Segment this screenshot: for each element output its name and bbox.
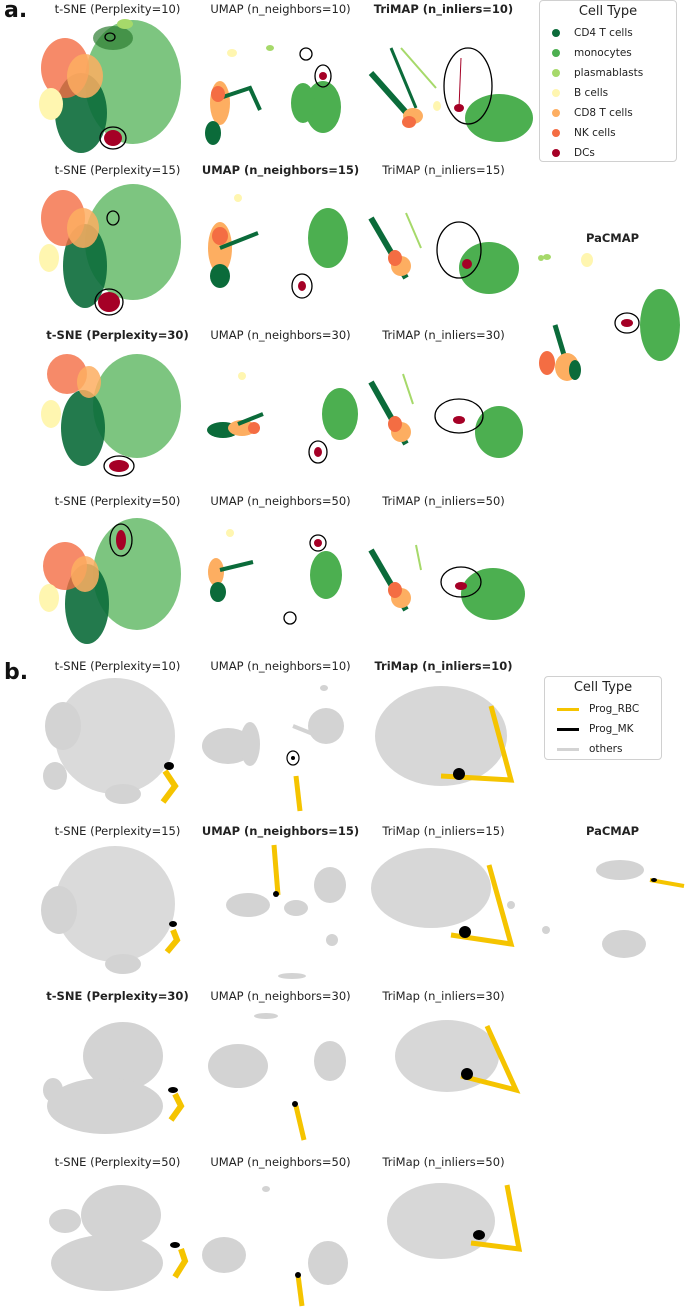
plot-title: TriMAP (n_inliers=50) xyxy=(382,494,505,508)
legend-label: B cells xyxy=(574,87,609,99)
legend-item: CD8 T cells xyxy=(540,103,676,123)
umap-embedding xyxy=(202,1186,348,1307)
umap-embedding xyxy=(202,685,344,812)
plot-title: PaCMAP xyxy=(585,231,640,245)
legend-item: plasmablasts xyxy=(540,63,676,83)
legend-title: Cell Type xyxy=(578,4,638,19)
marker-swatch xyxy=(552,69,560,77)
legend-label: CD4 T cells xyxy=(574,27,633,39)
plot-title: PaCMAP xyxy=(585,824,640,838)
plot-title: UMAP (n_neighbors=10) xyxy=(210,659,351,673)
plot-title: t-SNE (Perplexity=15) xyxy=(54,163,181,177)
plot-title: t-SNE (Perplexity=15) xyxy=(54,824,181,838)
legend-item: DCs xyxy=(540,143,676,163)
legend-item: CD4 T cells xyxy=(540,23,676,43)
marker-swatch xyxy=(552,109,560,117)
trimap-embedding xyxy=(368,212,544,294)
tsne-embedding xyxy=(43,1022,185,1134)
legend-item: Prog_MK xyxy=(545,719,661,739)
plot-title: UMAP (n_neighbors=50) xyxy=(210,1155,351,1169)
legend-label: monocytes xyxy=(574,47,632,59)
plot-title: UMAP (n_neighbors=15) xyxy=(201,824,360,838)
legend-label: Prog_RBC xyxy=(589,703,640,715)
trimap-embedding xyxy=(368,373,523,458)
panel-b-label: b. xyxy=(4,660,29,685)
plot-title: TriMap (n_inliers=10) xyxy=(374,659,513,673)
trimap-embedding xyxy=(371,848,550,948)
trimap-embedding xyxy=(387,1183,523,1259)
pacmap-embedding xyxy=(596,860,685,958)
tsne-embedding xyxy=(43,678,179,804)
plot-title: t-SNE (Perplexity=10) xyxy=(54,2,181,16)
marker-swatch xyxy=(557,747,579,751)
plot-title: TriMAP (n_inliers=15) xyxy=(382,163,505,177)
tsne-embedding xyxy=(41,846,181,974)
tsne-embedding xyxy=(49,1185,189,1291)
legend-item: B cells xyxy=(540,83,676,103)
umap-embedding xyxy=(208,529,342,625)
plot-title: t-SNE (Perplexity=10) xyxy=(54,659,181,673)
trimap-embedding xyxy=(375,686,515,786)
plot-title: UMAP (n_neighbors=15) xyxy=(201,163,360,177)
legend-label: DCs xyxy=(574,147,595,159)
legend-label: plasmablasts xyxy=(574,67,644,79)
legend-label: CD8 T cells xyxy=(574,107,633,119)
legend-title: Cell Type xyxy=(573,680,633,695)
legend-item: others xyxy=(545,739,661,759)
plot-title: TriMAP (n_inliers=30) xyxy=(382,328,505,342)
tsne-embedding xyxy=(41,354,181,477)
umap-embedding xyxy=(208,194,348,299)
trimap-embedding xyxy=(368,47,533,142)
plot-title: TriMap (n_inliers=50) xyxy=(382,1155,505,1169)
tsne-embedding xyxy=(39,184,181,316)
plot-title: TriMap (n_inliers=15) xyxy=(382,824,505,838)
panel-a-label: a. xyxy=(4,0,28,23)
trimap-embedding xyxy=(395,1020,521,1094)
marker-swatch xyxy=(557,727,579,731)
plot-title: t-SNE (Perplexity=30) xyxy=(46,328,189,342)
marker-swatch xyxy=(552,49,560,57)
marker-swatch xyxy=(552,129,560,137)
marker-swatch xyxy=(552,149,560,157)
plot-title: t-SNE (Perplexity=50) xyxy=(54,1155,181,1169)
tsne-embedding xyxy=(39,19,181,153)
legend: Cell Type Prog_RBC Prog_MK others xyxy=(544,676,662,760)
marker-swatch xyxy=(552,29,560,37)
plot-title: TriMap (n_inliers=30) xyxy=(382,989,505,1003)
legend-item: Prog_RBC xyxy=(545,699,661,719)
marker-swatch xyxy=(552,89,560,97)
plot-title: t-SNE (Perplexity=50) xyxy=(54,494,181,508)
legend-label: Prog_MK xyxy=(589,723,634,735)
umap-embedding xyxy=(205,45,341,145)
plot-title: UMAP (n_neighbors=50) xyxy=(210,494,351,508)
legend: Cell Type CD4 T cells monocytes plasmabl… xyxy=(539,0,677,162)
umap-embedding xyxy=(208,1013,346,1141)
plot-title: t-SNE (Perplexity=30) xyxy=(46,989,189,1003)
plot-title: UMAP (n_neighbors=30) xyxy=(210,989,351,1003)
umap-embedding xyxy=(207,372,358,464)
legend-label: NK cells xyxy=(574,127,616,139)
plot-title: UMAP (n_neighbors=10) xyxy=(210,2,351,16)
umap-embedding xyxy=(226,844,346,979)
plot-title: TriMAP (n_inliers=10) xyxy=(373,2,514,16)
trimap-embedding xyxy=(368,544,525,620)
pacmap-embedding xyxy=(539,253,680,381)
legend-item: NK cells xyxy=(540,123,676,143)
legend-item: monocytes xyxy=(540,43,676,63)
tsne-embedding xyxy=(39,518,181,644)
legend-label: others xyxy=(589,743,623,755)
plot-title: UMAP (n_neighbors=30) xyxy=(210,328,351,342)
marker-swatch xyxy=(557,707,579,711)
